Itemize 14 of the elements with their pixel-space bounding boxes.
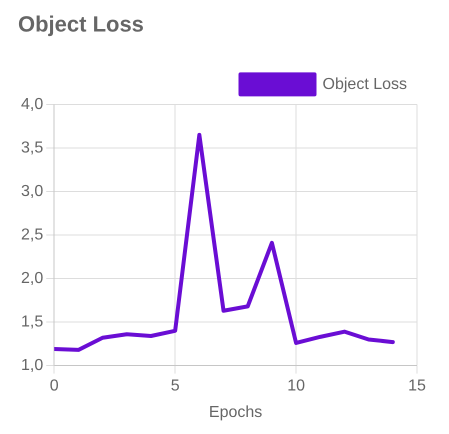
x-axis-title: Epochs — [208, 404, 262, 421]
y-tick-label: 4,0 — [20, 96, 44, 113]
x-tick-label: 0 — [50, 378, 59, 395]
chart-title: Object Loss — [18, 11, 144, 36]
x-tick-label: 10 — [287, 378, 306, 395]
y-tick-label: 1,0 — [20, 357, 44, 374]
y-tick-label: 3,5 — [20, 139, 44, 156]
y-tick-label: 1,5 — [20, 313, 44, 330]
y-tick-label: 2,0 — [20, 270, 44, 287]
y-tick-label: 3,0 — [20, 182, 44, 200]
y-tick-label: 2,5 — [20, 226, 44, 244]
x-tick-label: 5 — [170, 378, 180, 395]
legend-label: Object Loss — [322, 76, 407, 93]
x-tick-label: 15 — [408, 378, 426, 395]
